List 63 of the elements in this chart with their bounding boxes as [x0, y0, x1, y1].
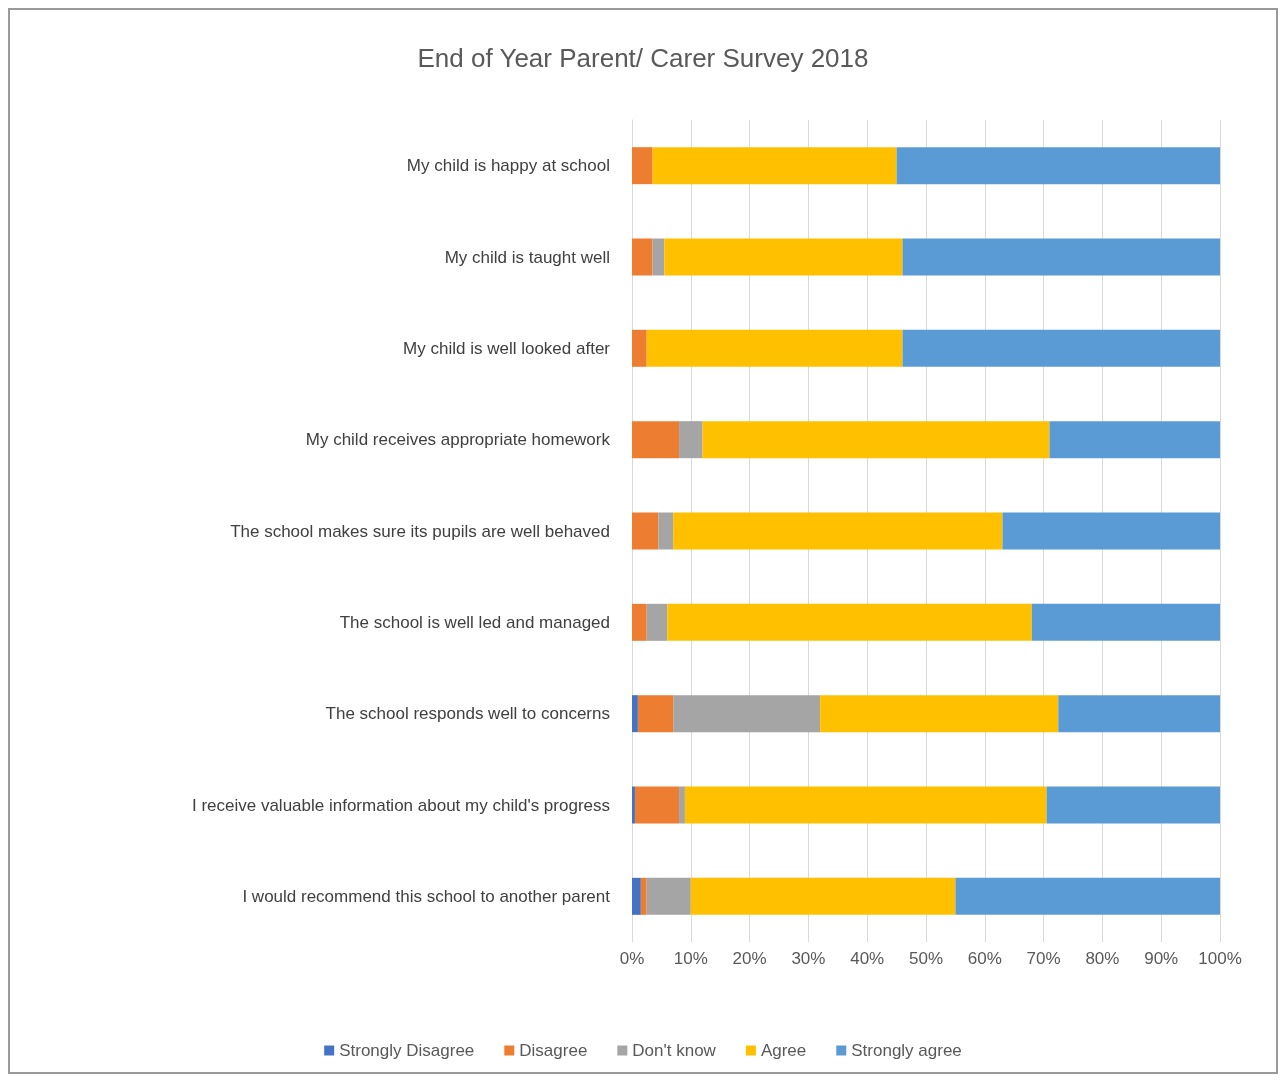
x-tick-label: 80%	[1085, 949, 1120, 968]
bar	[632, 512, 659, 550]
bar	[1049, 421, 1220, 459]
bar	[679, 421, 703, 459]
y-tick-label: I receive valuable information about my child's progress	[191, 795, 610, 815]
x-tick-label: 10%	[673, 949, 708, 968]
chart-title: End of Year Parent/ Carer Survey 2018	[417, 43, 869, 73]
legend-label: Don't know	[632, 1041, 717, 1060]
y-tick-label: My child is taught well	[444, 247, 610, 267]
bar	[896, 147, 1220, 185]
x-tick-label: 50%	[908, 949, 944, 968]
bar	[646, 603, 668, 641]
bar	[652, 147, 897, 185]
y-tick-label: The school is well led and managed	[339, 612, 610, 632]
bar	[632, 786, 635, 824]
bar	[820, 695, 1059, 733]
bar	[673, 512, 1003, 550]
y-tick-label: My child receives appropriate homework	[305, 430, 611, 450]
bar	[632, 238, 653, 276]
bar	[652, 238, 665, 276]
bar	[684, 786, 1047, 824]
x-tick-label: 30%	[791, 949, 826, 968]
bar	[646, 329, 903, 367]
bar	[902, 238, 1220, 276]
bar	[637, 695, 674, 733]
bar	[632, 147, 653, 185]
y-tick-label: The school makes sure its pupils are well behaved	[230, 521, 610, 541]
y-tick-label: My child is happy at school	[406, 156, 610, 176]
bar	[1046, 786, 1220, 824]
bar	[632, 603, 647, 641]
bar	[640, 877, 647, 915]
y-tick-label: My child is well looked after	[403, 338, 611, 358]
bar	[658, 512, 674, 550]
bar	[679, 786, 685, 824]
legend-label: Disagree	[519, 1041, 588, 1060]
bar	[955, 877, 1220, 915]
x-tick-label: 70%	[1026, 949, 1061, 968]
bar	[690, 877, 956, 915]
bar	[646, 877, 691, 915]
bar	[1031, 603, 1220, 641]
legend-label: Agree	[760, 1041, 807, 1060]
x-tick-label: 100%	[1198, 949, 1242, 968]
x-tick-label: 90%	[1144, 949, 1179, 968]
legend-label: Strongly Disagree	[339, 1041, 475, 1060]
bar	[667, 603, 1032, 641]
x-tick-label: 20%	[732, 949, 767, 968]
legend-label: Strongly agree	[851, 1041, 962, 1060]
bar	[1058, 695, 1220, 733]
y-tick-label: I would recommend this school to another parent	[242, 886, 611, 906]
bar	[702, 421, 1050, 459]
bar	[632, 329, 647, 367]
bar	[632, 877, 641, 915]
y-tick-label: The school responds well to concerns	[325, 704, 610, 724]
bar	[902, 329, 1220, 367]
bar	[673, 695, 821, 733]
x-tick-label: 40%	[850, 949, 885, 968]
x-tick-label: 0%	[619, 949, 645, 968]
x-tick-label: 60%	[967, 949, 1002, 968]
bar	[664, 238, 903, 276]
bar	[634, 786, 680, 824]
bar	[1002, 512, 1220, 550]
bar	[632, 421, 680, 459]
bar	[632, 695, 638, 733]
